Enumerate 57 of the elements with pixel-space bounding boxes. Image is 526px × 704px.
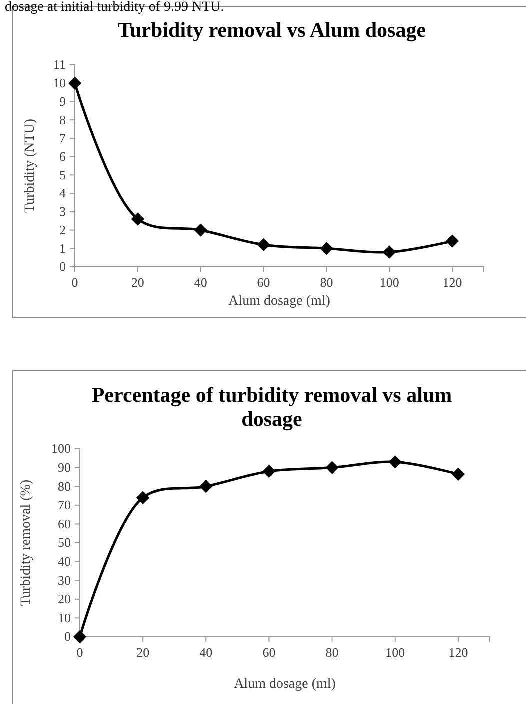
x-axis-title: Alum dosage (ml) bbox=[234, 677, 336, 692]
y-tick-label: 7 bbox=[60, 130, 66, 146]
y-tick-label: 50 bbox=[58, 535, 71, 550]
x-tick-label: 120 bbox=[448, 645, 468, 660]
x-tick-label: 60 bbox=[257, 275, 270, 290]
y-tick-label: 20 bbox=[58, 592, 71, 607]
y-tick-label: 10 bbox=[53, 76, 66, 91]
x-tick-label: 120 bbox=[442, 275, 462, 290]
y-tick-label: 1 bbox=[60, 240, 66, 256]
x-tick-label: 80 bbox=[326, 645, 339, 660]
point bbox=[446, 234, 460, 248]
point bbox=[262, 464, 276, 478]
x-tick-label: 60 bbox=[262, 645, 276, 660]
y-tick-label: 11 bbox=[53, 57, 66, 72]
y-tick-label: 3 bbox=[60, 204, 66, 220]
y-tick-label: 8 bbox=[60, 112, 66, 128]
y-axis-title: Turbidity (NTU) bbox=[23, 118, 38, 213]
point bbox=[257, 238, 270, 252]
chart-title: Turbidity removal vs Alum dosage bbox=[118, 18, 426, 42]
y-tick-label: 40 bbox=[58, 554, 71, 569]
y-tick-label: 100 bbox=[52, 441, 71, 456]
point bbox=[131, 212, 144, 226]
x-axis-title: Alum dosage (ml) bbox=[228, 294, 331, 309]
point bbox=[200, 480, 213, 494]
chart-title: Percentage of turbidity removal vs alum dosage bbox=[92, 383, 453, 431]
y-tick-label: 4 bbox=[60, 186, 66, 201]
x-tick-label: 80 bbox=[320, 275, 334, 290]
y-axis-title: Turbidity removal (%) bbox=[19, 480, 34, 606]
y-tick-label: 5 bbox=[60, 167, 66, 182]
x-tick-label: 0 bbox=[76, 645, 84, 660]
y-tick-label: 90 bbox=[58, 460, 71, 475]
point bbox=[194, 224, 208, 237]
y-tick-label: 2 bbox=[60, 222, 66, 238]
x-tick-label: 100 bbox=[386, 645, 406, 660]
x-tick-label: 20 bbox=[136, 645, 150, 660]
y-tick-label: 6 bbox=[60, 148, 66, 164]
y-tick-label: 9 bbox=[60, 94, 66, 109]
y-tick-label: 70 bbox=[58, 498, 71, 513]
point bbox=[326, 461, 339, 474]
x-tick-label: 40 bbox=[194, 275, 208, 290]
x-tick-label: 40 bbox=[200, 645, 213, 660]
y-tick-label: 0 bbox=[64, 629, 71, 644]
point bbox=[73, 630, 87, 644]
y-tick-label: 30 bbox=[58, 572, 71, 588]
point bbox=[388, 456, 402, 469]
point bbox=[320, 242, 334, 256]
y-tick-label: 60 bbox=[58, 516, 71, 532]
point bbox=[452, 468, 466, 481]
x-tick-label: 100 bbox=[380, 275, 400, 290]
y-tick-label: 10 bbox=[58, 610, 71, 626]
point bbox=[68, 76, 82, 90]
x-tick-label: 20 bbox=[131, 275, 144, 290]
y-tick-label: 80 bbox=[58, 478, 71, 494]
point bbox=[383, 246, 396, 259]
text: dosage at initial turbidity of 9.99 NTU. bbox=[5, 0, 224, 15]
point bbox=[136, 491, 150, 504]
y-tick-label: 0 bbox=[60, 259, 66, 274]
